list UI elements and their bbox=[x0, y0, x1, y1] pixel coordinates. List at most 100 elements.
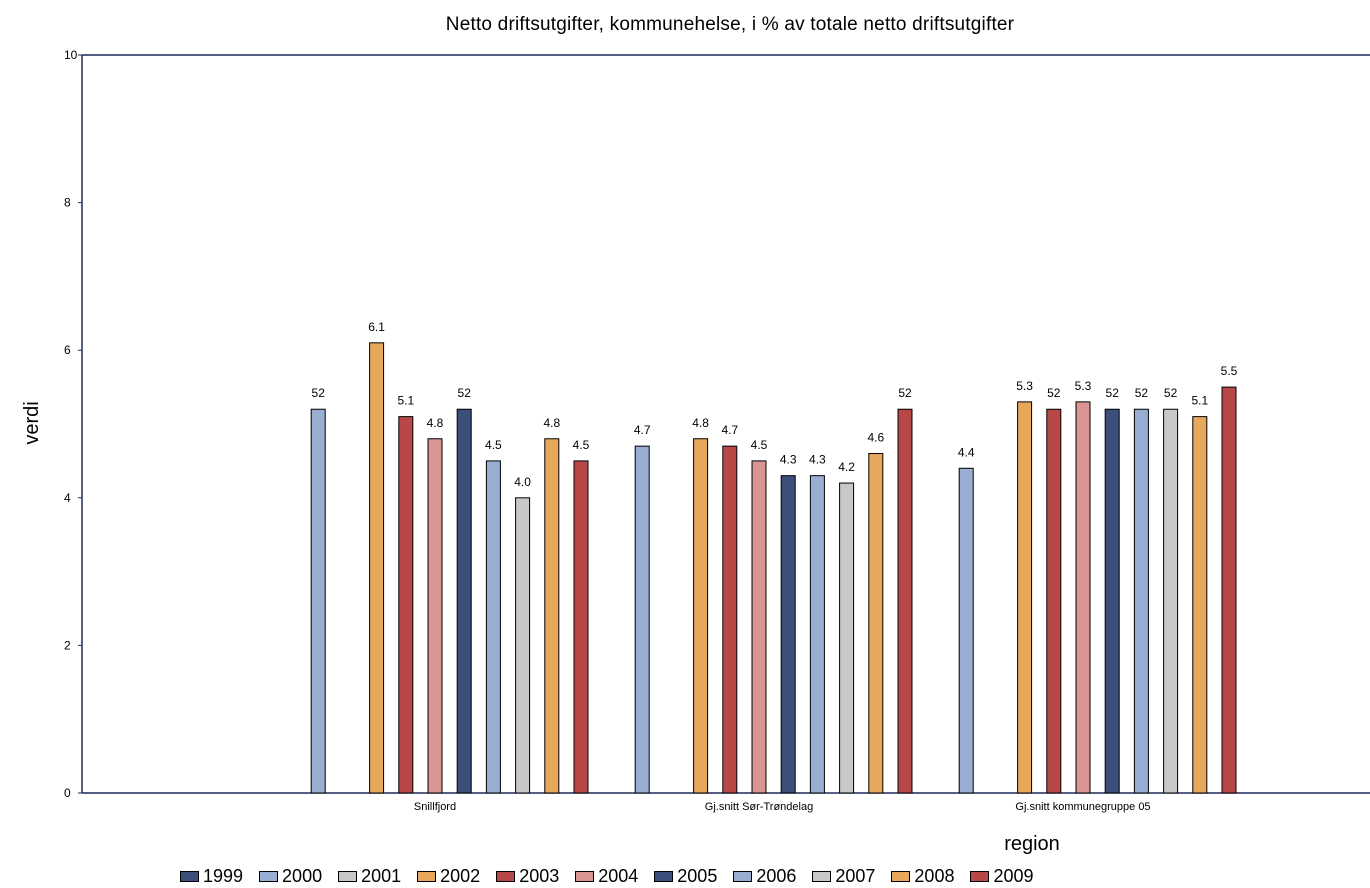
legend-label: 2008 bbox=[914, 865, 955, 886]
value-label: 52 bbox=[458, 386, 472, 400]
value-label: 4.2 bbox=[838, 460, 855, 474]
bar-2003-0 bbox=[398, 416, 414, 794]
value-label: 4.8 bbox=[427, 416, 444, 430]
category-labels: Snillfjord Gj.snitt Sør-Trøndelag Gj.snitt… bbox=[414, 801, 1151, 813]
bar-2003-2 bbox=[1046, 408, 1062, 794]
value-label: 4.3 bbox=[809, 453, 826, 467]
bar-2007-1 bbox=[839, 482, 855, 794]
bar-2005-2 bbox=[1104, 408, 1120, 794]
y-tick-label: 6 bbox=[64, 343, 71, 357]
legend-label: 2009 bbox=[993, 865, 1034, 886]
bar-2009-2 bbox=[1221, 386, 1237, 794]
value-label: 6.1 bbox=[368, 320, 385, 334]
bar-2005-0 bbox=[456, 408, 472, 794]
bar-2006-2 bbox=[1133, 408, 1149, 794]
bar-2008-1 bbox=[868, 453, 884, 794]
legend-label: 2003 bbox=[519, 865, 560, 886]
legend-item: 2003 bbox=[496, 866, 559, 887]
legend-item: 2007 bbox=[812, 866, 875, 887]
legend: 1999 2000 2001 2002 2003 2004 2005 2006 2007 2008… bbox=[180, 866, 1050, 886]
legend-item: 2006 bbox=[733, 866, 796, 887]
y-tick-label: 8 bbox=[64, 196, 71, 210]
legend-label: 2005 bbox=[677, 865, 718, 886]
legend-label: 2007 bbox=[835, 865, 876, 886]
category-label: Gj.snitt kommunegruppe 05 bbox=[1015, 801, 1150, 813]
legend-label: 2004 bbox=[598, 865, 639, 886]
bar-2009-0 bbox=[573, 460, 589, 794]
chart-title: Netto driftsutgifter, kommunehelse, i % … bbox=[445, 14, 1015, 35]
bar-2000-0 bbox=[310, 408, 326, 794]
bar-chart: 0 2 4 6 8 10 52 6.1 5.1 4.8 52 4.5 4.0 4.8 4.5 4.7 4.8 4… bbox=[21, 48, 1370, 855]
legend-label: 1999 bbox=[203, 865, 244, 886]
category-label: Gj.snitt Sør-Trøndelag bbox=[705, 801, 813, 813]
value-label: 4.7 bbox=[634, 423, 651, 437]
legend-item: 1999 bbox=[180, 866, 243, 887]
value-labels: 52 6.1 5.1 4.8 52 4.5 4.0 4.8 4.5 4.7 4.8 4.7 4.5 4.3… bbox=[312, 320, 1238, 489]
legend-label: 2000 bbox=[282, 865, 323, 886]
bar-2000-2 bbox=[958, 467, 974, 794]
bar-2009-1 bbox=[897, 408, 913, 794]
value-label: 4.5 bbox=[573, 438, 590, 452]
bar-2008-0 bbox=[544, 438, 560, 794]
bar-2006-1 bbox=[809, 475, 825, 794]
value-label: 5.1 bbox=[1191, 394, 1208, 408]
legend-item: 2009 bbox=[970, 865, 1034, 887]
value-label: 5.3 bbox=[1016, 379, 1033, 393]
bar-2004-1 bbox=[751, 460, 767, 794]
bar-2004-2 bbox=[1075, 401, 1091, 794]
value-label: 52 bbox=[1135, 386, 1149, 400]
value-label: 4.6 bbox=[867, 431, 884, 445]
legend-swatch bbox=[654, 870, 674, 882]
value-label: 4.8 bbox=[543, 416, 560, 430]
legend-swatch bbox=[259, 870, 279, 882]
legend-label: 2002 bbox=[440, 865, 481, 886]
bar-2006-0 bbox=[485, 460, 501, 794]
bar-2002-2 bbox=[1017, 401, 1033, 794]
value-label: 5.3 bbox=[1075, 379, 1092, 393]
y-tick-label: 2 bbox=[64, 638, 71, 652]
category-label: Snillfjord bbox=[414, 801, 456, 813]
bar-2008-2 bbox=[1192, 416, 1208, 794]
value-label: 52 bbox=[1164, 386, 1178, 400]
bar-2005-1 bbox=[780, 475, 796, 794]
legend-swatch bbox=[733, 870, 753, 882]
legend-item: 2000 bbox=[259, 866, 322, 887]
y-tick-label: 10 bbox=[64, 48, 78, 62]
value-label: 52 bbox=[898, 386, 912, 400]
value-label: 4.0 bbox=[514, 475, 531, 489]
y-tick-label: 0 bbox=[64, 786, 71, 800]
legend-swatch bbox=[338, 870, 358, 882]
value-label: 4.7 bbox=[721, 423, 738, 437]
legend-label: 2006 bbox=[756, 865, 797, 886]
bar-2007-0 bbox=[515, 497, 531, 794]
legend-swatch bbox=[812, 870, 832, 882]
legend-label: 2001 bbox=[361, 865, 402, 886]
value-label: 4.5 bbox=[485, 438, 502, 452]
value-label: 52 bbox=[312, 386, 326, 400]
value-label: 4.8 bbox=[692, 416, 709, 430]
y-tick-label: 4 bbox=[64, 491, 71, 505]
legend-swatch bbox=[891, 870, 911, 882]
legend-item: 2004 bbox=[575, 866, 638, 887]
value-label: 4.4 bbox=[958, 445, 975, 459]
value-label: 5.1 bbox=[397, 394, 414, 408]
value-label: 4.5 bbox=[751, 438, 768, 452]
legend-item: 2008 bbox=[891, 866, 954, 887]
bar-2007-2 bbox=[1163, 408, 1179, 794]
value-label: 52 bbox=[1106, 386, 1120, 400]
bar-2002-0 bbox=[369, 342, 385, 794]
y-axis-title: verdi bbox=[21, 401, 43, 444]
bar-2002-1 bbox=[693, 438, 709, 794]
bar-2000-1 bbox=[634, 445, 650, 794]
legend-item: 2005 bbox=[654, 866, 717, 887]
bars-group bbox=[310, 342, 1237, 794]
bar-2004-0 bbox=[427, 438, 443, 794]
value-label: 5.5 bbox=[1221, 364, 1238, 378]
value-label: 52 bbox=[1047, 386, 1061, 400]
legend-item: 2002 bbox=[417, 866, 480, 887]
x-axis-title: region bbox=[1004, 833, 1060, 855]
value-label: 4.3 bbox=[780, 453, 797, 467]
y-axis-ticks: 0 2 4 6 8 10 bbox=[64, 48, 82, 800]
legend-swatch bbox=[417, 870, 437, 882]
legend-swatch bbox=[180, 870, 199, 882]
